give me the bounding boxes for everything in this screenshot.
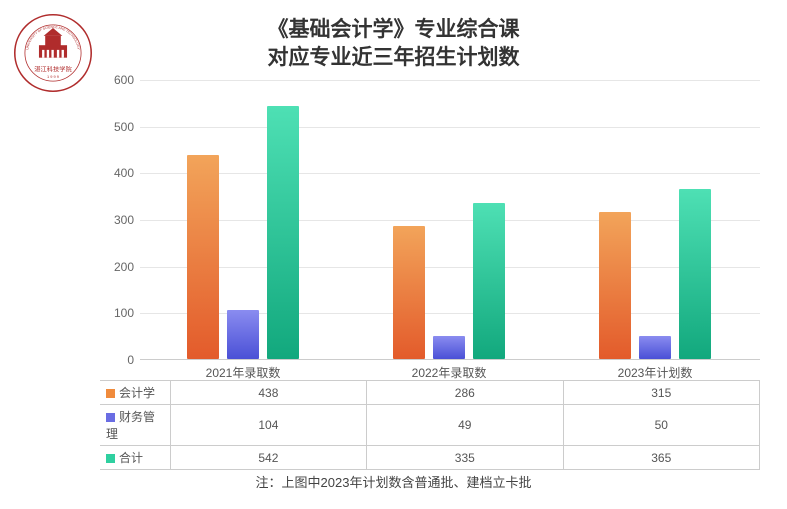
table-cell: 286 [367, 381, 563, 405]
table-cell: 542 [170, 446, 366, 470]
title-line-2: 对应专业近三年招生计划数 [0, 44, 787, 72]
bar-会计学 [393, 226, 425, 359]
x-axis-label: 2021年录取数 [140, 364, 346, 381]
svg-text:1 9 9 9: 1 9 9 9 [47, 74, 59, 79]
legend-swatch [106, 413, 115, 422]
bar-会计学 [187, 155, 219, 359]
bar-财务管理 [227, 310, 259, 359]
bar-group: 2021年录取数 [140, 80, 346, 359]
series-label: 财务管理 [100, 405, 170, 446]
x-axis-label: 2022年录取数 [346, 364, 552, 381]
bar-会计学 [599, 212, 631, 359]
y-axis-label: 200 [100, 260, 134, 274]
y-axis-label: 500 [100, 120, 134, 134]
institution-logo: UNIVERSITY OF SCIENCE AND TECHNOLOGY 湛江科… [14, 14, 92, 92]
y-axis-label: 600 [100, 73, 134, 87]
x-axis-label: 2023年计划数 [552, 364, 758, 381]
bar-合计 [473, 203, 505, 359]
bar-group: 2022年录取数 [346, 80, 552, 359]
table-cell: 438 [170, 381, 366, 405]
title-line-1: 《基础会计学》专业综合课 [0, 16, 787, 44]
legend-swatch [106, 389, 115, 398]
table-row: 合计542335365 [100, 446, 760, 470]
table-cell: 335 [367, 446, 563, 470]
table-cell: 315 [563, 381, 759, 405]
chart-title: 《基础会计学》专业综合课 对应专业近三年招生计划数 [0, 0, 787, 73]
bar-财务管理 [433, 336, 465, 359]
y-axis-label: 0 [100, 353, 134, 367]
table-cell: 104 [170, 405, 366, 446]
table-row: 财务管理1044950 [100, 405, 760, 446]
series-label: 会计学 [100, 381, 170, 405]
table-cell: 50 [563, 405, 759, 446]
svg-text:湛江科技学院: 湛江科技学院 [34, 66, 72, 74]
y-axis-label: 300 [100, 213, 134, 227]
bar-group: 2023年计划数 [552, 80, 758, 359]
table-row: 会计学438286315 [100, 381, 760, 405]
table-cell: 49 [367, 405, 563, 446]
footer-note: 注：上图中2023年计划数含普通批、建档立卡批 [0, 472, 787, 491]
bar-财务管理 [639, 336, 671, 359]
data-table: 会计学438286315财务管理1044950合计542335365 [100, 380, 760, 470]
y-axis-label: 100 [100, 306, 134, 320]
series-label: 合计 [100, 446, 170, 470]
y-axis-label: 400 [100, 166, 134, 180]
legend-swatch [106, 454, 115, 463]
bar-chart: 01002003004005006002021年录取数2022年录取数2023年… [100, 80, 760, 380]
bar-合计 [267, 106, 299, 359]
bar-合计 [679, 189, 711, 359]
table-cell: 365 [563, 446, 759, 470]
